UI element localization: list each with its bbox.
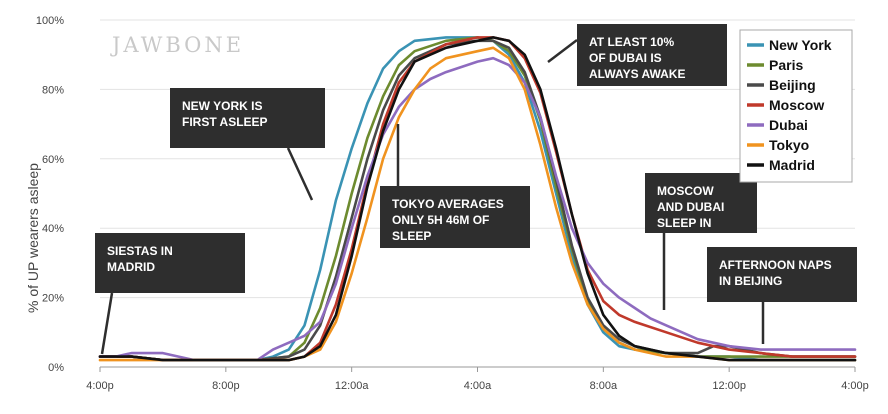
series-lines: [98, 36, 857, 362]
x-tick-label: 8:00p: [212, 380, 240, 392]
annotation-box: [707, 247, 857, 302]
y-tick-label: 60%: [42, 154, 64, 166]
annotation-box: [170, 88, 325, 148]
y-tick-label: 100%: [36, 15, 64, 27]
annotation-new-york-first-asleep: NEW YORK IS FIRST ASLEEP: [170, 88, 325, 201]
annotation-siestas-in-madrid: SIESTAS IN MADRID: [95, 233, 245, 355]
annotation-text: IN BEIJING: [719, 274, 782, 288]
y-tick-label: 20%: [42, 293, 64, 305]
annotation-text: SLEEP IN: [657, 216, 711, 230]
annotation-dubai-awake: AT LEAST 10% OF DUBAI IS ALWAYS AWAKE: [547, 24, 727, 86]
annotation-text: NEW YORK IS: [182, 99, 262, 113]
annotation-pointer: [286, 147, 314, 201]
annotation-text: ALWAYS AWAKE: [589, 67, 685, 81]
annotation-text: AT LEAST 10%: [589, 35, 674, 49]
legend: New York Paris Beijing Moscow Dubai Tokyo Madr…: [739, 29, 853, 183]
annotation-text: SIESTAS IN: [107, 244, 173, 258]
legend-label: Paris: [769, 57, 803, 73]
series-line-madrid: [98, 36, 857, 362]
annotation-pointer: [100, 292, 114, 355]
annotation-pointer: [547, 39, 578, 63]
series-line-beijing: [98, 39, 857, 362]
y-tick-label: 40%: [42, 223, 64, 235]
annotation-text: MOSCOW: [657, 184, 714, 198]
x-tick-label: 4:00a: [464, 380, 492, 392]
annotations: SIESTAS IN MADRID NEW YORK IS FIRST ASLEEP T…: [95, 24, 857, 355]
annotation-moscow-dubai-sleep-in: MOSCOW AND DUBAI SLEEP IN: [645, 173, 757, 310]
legend-label: New York: [769, 37, 832, 53]
annotation-box: [95, 233, 245, 293]
annotation-text: AFTERNOON NAPS: [719, 258, 832, 272]
legend-label: Madrid: [769, 157, 815, 173]
x-tick-label: 4:00p: [841, 380, 869, 392]
annotation-text: OF DUBAI IS: [589, 51, 662, 65]
annotation-box: [380, 186, 530, 248]
legend-label: Dubai: [769, 117, 808, 133]
annotation-tokyo-averages: TOKYO AVERAGES ONLY 5H 46M OF SLEEP: [380, 124, 530, 248]
legend-label: Beijing: [769, 77, 816, 93]
x-tick-label: 12:00a: [335, 380, 370, 392]
annotation-box: [645, 173, 757, 233]
annotation-text: ONLY 5H 46M OF: [392, 213, 489, 227]
annotation-afternoon-naps-beijing: AFTERNOON NAPS IN BEIJING: [707, 247, 857, 344]
annotation-text: FIRST ASLEEP: [182, 115, 268, 129]
legend-label: Tokyo: [769, 137, 809, 153]
jawbone-logo: JAWBONE: [110, 33, 244, 57]
x-tick-label: 12:00p: [712, 380, 746, 392]
x-tick-label: 8:00a: [590, 380, 618, 392]
y-axis-ticks: 0% 20% 40% 60% 80% 100%: [36, 15, 64, 374]
annotation-text: SLEEP: [392, 229, 431, 243]
annotation-text: MADRID: [107, 260, 155, 274]
x-axis-ticks: 4:00p 8:00p 12:00a 4:00a 8:00a 12:00p 4:00p: [86, 367, 869, 392]
y-tick-label: 80%: [42, 84, 64, 96]
annotation-text: TOKYO AVERAGES: [392, 197, 504, 211]
legend-label: Moscow: [769, 97, 824, 113]
annotation-box: [577, 24, 727, 86]
x-tick-label: 4:00p: [86, 380, 114, 392]
y-axis-label: % of UP wearers asleep: [25, 163, 41, 313]
annotation-text: AND DUBAI: [657, 200, 724, 214]
y-tick-label: 0%: [48, 362, 64, 374]
